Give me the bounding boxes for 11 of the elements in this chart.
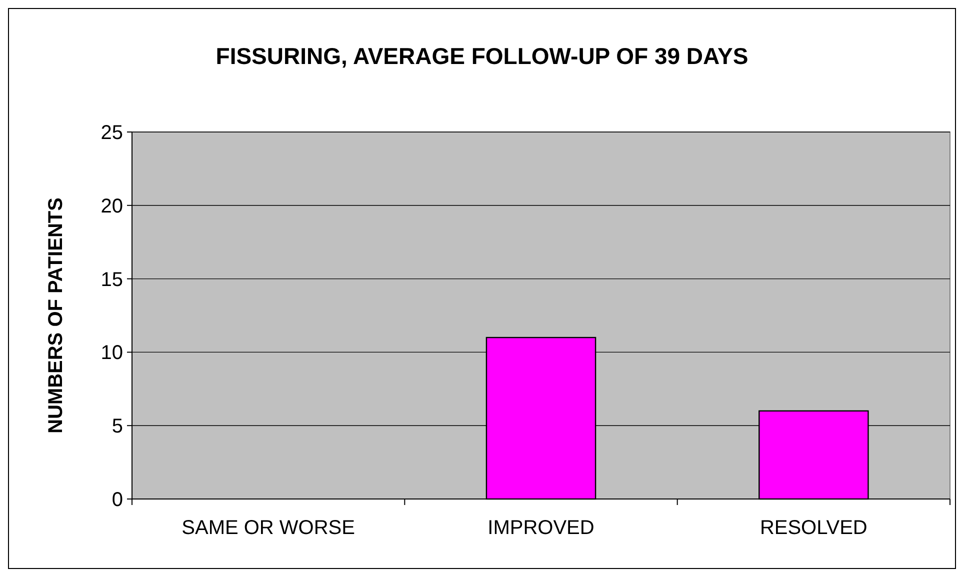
y-tick-label: 0 [112,489,123,511]
y-axis-title: NUMBERS OF PATIENTS [45,198,67,434]
y-tick-label: 25 [100,122,123,144]
x-tick-label: IMPROVED [488,517,594,539]
y-tick-label: 5 [112,416,123,438]
y-tick-label: 15 [100,268,123,291]
x-tick-label: RESOLVED [760,517,868,539]
y-tick-label: 10 [100,342,123,364]
y-tick-label: 20 [100,195,123,218]
chart-title: FISSURING, AVERAGE FOLLOW-UP OF 39 DAYS [216,43,748,69]
x-tick-label: SAME OR WORSE [182,517,356,539]
